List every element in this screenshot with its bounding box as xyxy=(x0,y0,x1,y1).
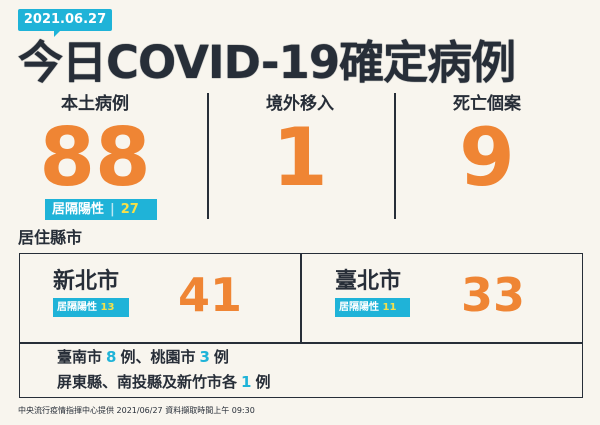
source-footer: 中央流行疫情指揮中心提供 2021/06/27 資料擷取時間上午 09:30 xyxy=(18,406,255,415)
isolation-label: 居隔陽性 xyxy=(57,302,97,313)
city-text: 臺南市 xyxy=(57,348,103,366)
home-isolation-value: 27 xyxy=(120,202,139,217)
stat-label: 本土病例 xyxy=(61,94,129,114)
date-badge-tail xyxy=(54,30,61,37)
city-text: 例、桃園市 xyxy=(120,348,196,366)
date-badge: 2021.06.27 xyxy=(18,9,112,31)
divider xyxy=(394,93,396,219)
city-heading: 居住縣市 xyxy=(18,228,83,247)
count: 8 xyxy=(106,348,117,366)
city-value: 33 xyxy=(461,268,526,322)
stat-label: 死亡個案 xyxy=(453,94,521,114)
stat-value: 88 xyxy=(39,111,151,204)
stat-value: 9 xyxy=(459,111,515,204)
city-name: 新北市 xyxy=(53,269,120,294)
isolation-label: 居隔陽性 xyxy=(339,302,379,313)
city-isolation-badge: 居隔陽性 13 xyxy=(53,298,129,317)
stat-label: 境外移入 xyxy=(266,94,334,114)
city-name: 臺北市 xyxy=(335,269,402,294)
stat-deaths: 死亡個案 9 xyxy=(397,92,577,204)
count: 1 xyxy=(241,373,252,391)
home-isolation-label: 居隔陽性 xyxy=(52,202,105,217)
city-text: 屏東縣、南投縣及新竹市各 xyxy=(57,373,238,391)
other-cities-line-2: 屏東縣、南投縣及新竹市各 1 例 xyxy=(57,372,270,392)
unit-text: 例 xyxy=(213,348,229,366)
divider xyxy=(207,93,209,219)
other-cities-line-1: 臺南市 8 例、桃園市 3 例 xyxy=(57,347,229,367)
stat-value: 1 xyxy=(272,111,328,204)
isolation-value: 11 xyxy=(382,302,397,313)
page-title: 今日COVID-19確定病例 xyxy=(18,36,516,89)
isolation-value: 13 xyxy=(100,302,115,313)
stat-local: 本土病例 88 xyxy=(5,92,185,204)
city-value: 41 xyxy=(178,268,243,322)
home-isolation-badge: 居隔陽性 | 27 xyxy=(45,199,157,220)
unit-text: 例 xyxy=(255,373,271,391)
divider xyxy=(19,342,583,344)
city-isolation-badge: 居隔陽性 11 xyxy=(335,298,410,317)
divider xyxy=(300,253,302,343)
count: 3 xyxy=(199,348,210,366)
stat-imported: 境外移入 1 xyxy=(210,92,390,204)
